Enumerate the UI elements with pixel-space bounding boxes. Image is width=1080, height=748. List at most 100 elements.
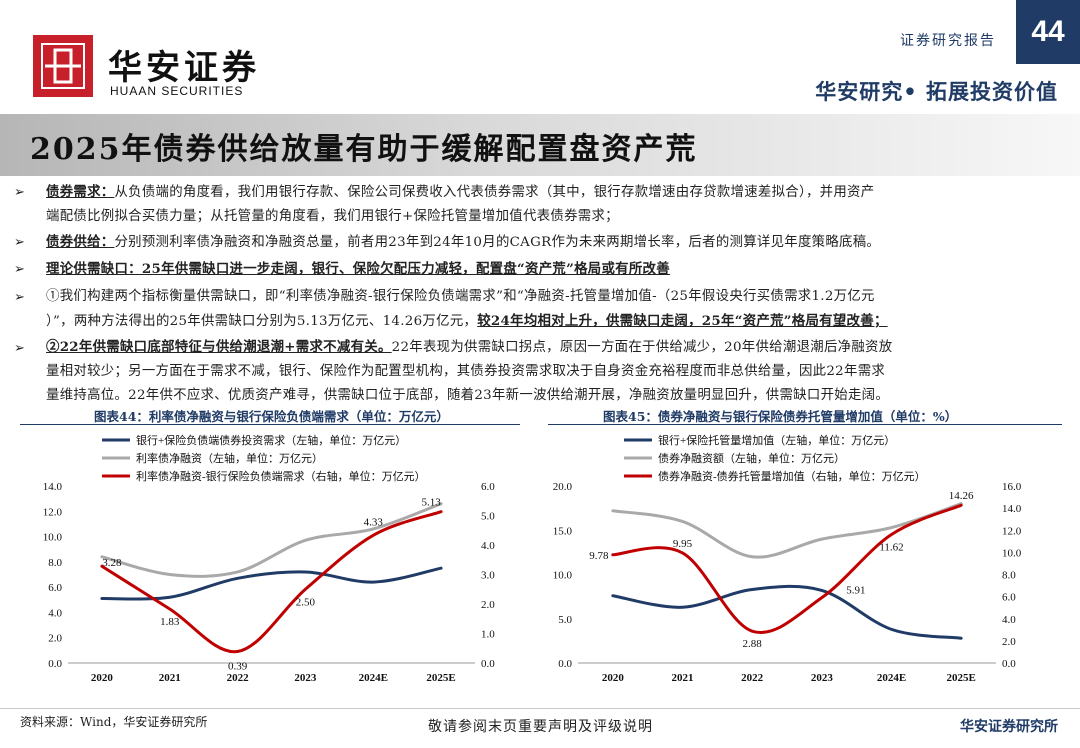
x-tick-label: 2025E — [426, 672, 455, 684]
bullet-label: 债券需求： — [46, 184, 115, 200]
bullet-arrow-icon: ➢ — [14, 290, 25, 305]
x-tick-label: 2020 — [602, 672, 625, 684]
series-line — [611, 503, 963, 634]
data-point — [440, 502, 442, 505]
y-right-tick-label: 3.0 — [481, 570, 495, 582]
y-right-tick-label: 4.0 — [1002, 614, 1016, 626]
data-point — [890, 526, 893, 529]
data-point — [372, 534, 375, 537]
figure-44-title: 图表44：利率债净融资与银行保险负债端需求（单位：万亿元） — [94, 409, 449, 424]
data-point — [236, 577, 239, 580]
data-point — [304, 571, 307, 573]
disclaimer-link[interactable]: 敬请参阅末页重要声明及评级说明 — [428, 719, 653, 735]
data-point — [612, 594, 614, 597]
y-left-tick-label: 5.0 — [558, 614, 572, 626]
data-point — [681, 606, 684, 609]
data-label: 3.28 — [102, 557, 122, 569]
x-tick-label: 2024E — [877, 672, 906, 684]
y-left-tick-label: 6.0 — [48, 582, 62, 594]
bullet-item: ①我们构建两个指标衡量供需缺口，即“利率债净融资-银行保险负债端需求”和“净融资… — [46, 285, 1066, 334]
data-label: 5.13 — [421, 497, 441, 509]
data-point — [304, 588, 307, 591]
x-tick-label: 2025E — [946, 672, 975, 684]
y-right-tick-label: 6.0 — [1002, 592, 1016, 604]
y-left-tick-label: 20.0 — [553, 481, 573, 493]
y-right-tick-label: 2.0 — [1002, 636, 1016, 648]
y-right-tick-label: 0.0 — [1002, 658, 1016, 670]
data-label: 4.33 — [364, 516, 384, 528]
figure-45-title: 图表45：债券净融资与银行保险债券托管量增加值（单位：%） — [603, 409, 958, 424]
bullet-text: 端配债比例拟合买债力量；从托管量的角度看，我们用银行+保险托管量增加值代表债券需… — [46, 209, 619, 224]
legend-label: 债券净融资-债券托管量增加值（右轴，单位：万亿元） — [658, 469, 926, 483]
data-point — [960, 504, 962, 507]
data-point — [440, 567, 442, 569]
bullet-text: 22年表现为供需缺口拐点，原因一方面在于供给减少，20年供给潮退潮后净融资放 — [391, 340, 893, 355]
y-left-tick-label: 0.0 — [558, 658, 572, 670]
bullet-text: ①我们构建两个指标衡量供需缺口，即“利率债净融资-银行保险负债端需求”和“净融资… — [46, 289, 875, 304]
data-point — [101, 556, 103, 558]
y-left-tick-label: 12.0 — [43, 506, 63, 518]
legend-label: 利率债净融资-银行保险负债端需求（右轴，单位：万亿元） — [136, 469, 426, 483]
bullet-item: ②22年供需缺口底部特征与供给潮退潮+需求不减有关。22年表现为供需缺口拐点，原… — [46, 335, 1066, 408]
data-label: 9.78 — [589, 550, 609, 562]
y-right-tick-label: 6.0 — [481, 481, 495, 493]
x-tick-label: 2023 — [811, 672, 834, 684]
series-line — [100, 510, 443, 654]
y-right-tick-label: 4.0 — [481, 540, 495, 552]
series-line — [100, 502, 443, 578]
data-label: 1.83 — [160, 616, 180, 628]
y-right-tick-label: 12.0 — [1002, 525, 1022, 537]
title-bar — [0, 114, 1080, 176]
data-point — [168, 596, 171, 599]
x-tick-label: 2023 — [294, 672, 317, 684]
legend-label: 银行+保险负债端债券投资需求（左轴，单位：万亿元） — [136, 433, 406, 447]
legend-label: 银行+保险托管量增加值（左轴，单位：万亿元） — [658, 433, 895, 447]
y-left-tick-label: 8.0 — [48, 557, 62, 569]
data-point — [372, 581, 375, 583]
data-label: 14.26 — [949, 490, 974, 502]
data-point — [890, 628, 893, 631]
footer-brand: 华安证券研究所 — [960, 719, 1058, 735]
data-point — [101, 565, 103, 568]
data-point — [821, 589, 823, 592]
data-point — [372, 528, 375, 530]
y-left-tick-label: 10.0 — [553, 570, 573, 582]
data-point — [681, 520, 684, 523]
page-number: 44 — [1016, 0, 1080, 64]
footer-divider — [0, 708, 1080, 709]
data-point — [168, 608, 171, 610]
bullet-item: 债券需求：从负债端的角度看，我们用银行存款、保险公司保费收入代表债券需求（其中，… — [46, 180, 1066, 229]
figure-45-rule — [548, 424, 1062, 425]
bullet-heading: 理论供需缺口：25年供需缺口进一步走阔，银行、保险欠配压力减轻，配置盘“资产荒”… — [46, 261, 670, 277]
data-point — [236, 571, 239, 573]
data-point — [681, 552, 684, 554]
y-right-tick-label: 1.0 — [481, 629, 495, 641]
brand-slogan: 华安研究• 拓展投资价值 — [815, 79, 1058, 104]
y-right-tick-label: 10.0 — [1002, 547, 1022, 559]
series-line — [611, 584, 963, 640]
bullet-text: 量相对较少；另一方面在于需求不减，银行、保险作为配置型机构，其债券投资需求取决于… — [46, 364, 886, 379]
data-label: 11.62 — [879, 541, 903, 553]
bullet-arrow-icon: ➢ — [14, 262, 25, 277]
data-point — [612, 509, 614, 512]
x-tick-label: 2022 — [741, 672, 764, 684]
bullet-item: 债券供给：分别预测利率债净融资和净融资总量，前者用23年到24年10月的CAGR… — [46, 230, 1066, 255]
y-right-tick-label: 14.0 — [1002, 503, 1022, 515]
chart-45: 银行+保险托管量增加值（左轴，单位：万亿元） 债券净融资额（左轴，单位：万亿元） 债… — [553, 433, 1022, 684]
y-right-tick-label: 5.0 — [481, 511, 495, 523]
bullet-label: ②22年供需缺口底部特征与供给潮退潮+需求不减有关。 — [46, 339, 392, 355]
page-title: 2025年债券供给放量有助于缓解配置盘资产荒 — [30, 132, 698, 167]
brand-name-en: HUAAN SECURITIES — [110, 84, 244, 98]
bullet-arrow-icon: ➢ — [14, 341, 25, 356]
report-type-label: 证券研究报告 — [900, 33, 996, 49]
bullet-item: 理论供需缺口：25年供需缺口进一步走阔，银行、保险欠配压力减轻，配置盘“资产荒”… — [46, 257, 1066, 282]
data-point — [821, 596, 823, 599]
data-point — [751, 630, 753, 632]
brand-logo-mark — [33, 35, 93, 97]
data-point — [751, 556, 753, 558]
bullet-arrow-icon: ➢ — [14, 185, 25, 200]
logo-glyph-icon — [45, 48, 81, 84]
chart-44: 银行+保险负债端债券投资需求（左轴，单位：万亿元） 利率债净融资（左轴，单位：万亿… — [43, 433, 496, 684]
y-right-tick-label: 8.0 — [1002, 570, 1016, 582]
series-line — [611, 502, 963, 559]
